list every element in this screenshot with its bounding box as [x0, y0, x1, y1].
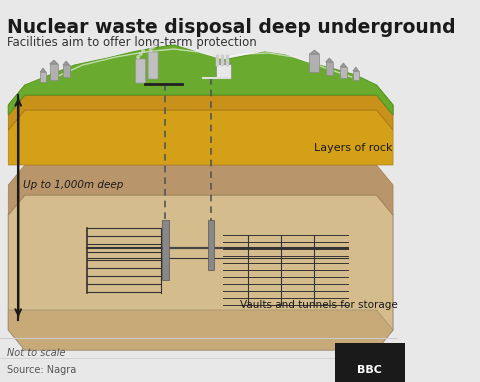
Polygon shape [325, 58, 333, 62]
Polygon shape [8, 310, 393, 350]
Text: Layers of rock: Layers of rock [314, 143, 393, 153]
Polygon shape [8, 85, 393, 115]
Polygon shape [353, 67, 359, 71]
Bar [353, 71, 359, 80]
Polygon shape [8, 95, 393, 130]
Ellipse shape [136, 55, 140, 59]
Bar [325, 62, 333, 75]
Polygon shape [49, 60, 58, 64]
Polygon shape [8, 110, 393, 165]
Text: Nuclear waste disposal deep underground: Nuclear waste disposal deep underground [7, 18, 455, 37]
Bar [310, 54, 319, 72]
FancyBboxPatch shape [136, 59, 145, 83]
Ellipse shape [151, 45, 155, 49]
Text: BBC: BBC [358, 365, 382, 375]
Ellipse shape [148, 48, 153, 52]
Bar [340, 67, 347, 78]
Polygon shape [8, 165, 393, 215]
Polygon shape [8, 195, 393, 350]
Text: Up to 1,000m deep: Up to 1,000m deep [23, 180, 123, 190]
Text: Vaults and tunnels for storage: Vaults and tunnels for storage [240, 300, 398, 310]
Polygon shape [40, 68, 46, 72]
Polygon shape [216, 60, 231, 64]
Text: Source: Nagra: Source: Nagra [7, 365, 76, 375]
Bar [63, 65, 70, 77]
Bar [49, 64, 58, 80]
Ellipse shape [154, 42, 157, 46]
Ellipse shape [141, 49, 145, 53]
Bar [40, 72, 46, 82]
Bar [216, 64, 231, 78]
FancyBboxPatch shape [148, 52, 158, 79]
Bar [208, 220, 214, 270]
Bar [162, 220, 169, 280]
Polygon shape [63, 61, 70, 65]
Ellipse shape [139, 52, 143, 56]
Text: Not to scale: Not to scale [7, 348, 65, 358]
Polygon shape [310, 50, 319, 54]
Text: Facilities aim to offer long-term protection: Facilities aim to offer long-term protec… [7, 36, 256, 49]
Polygon shape [340, 63, 347, 67]
Polygon shape [8, 45, 393, 115]
